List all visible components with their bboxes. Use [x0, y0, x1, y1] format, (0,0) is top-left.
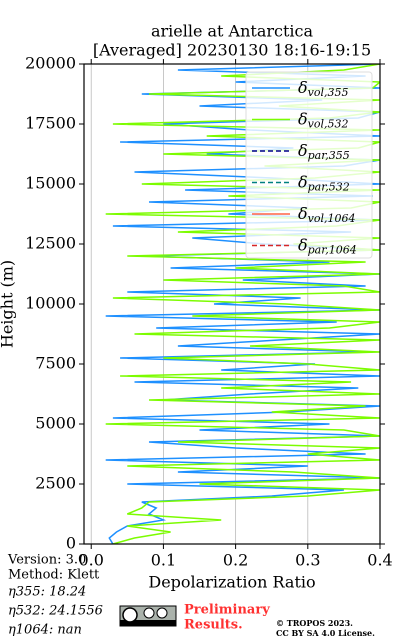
- info-text: Version: 3.0: [7, 553, 86, 568]
- y-tick-label: 2500: [35, 474, 76, 493]
- copyright: CC BY SA 4.0 License.: [276, 628, 375, 638]
- plot-frame: [83, 63, 381, 545]
- chart-title: arielle at Antarctica: [151, 22, 314, 41]
- x-tick-label: 0.3: [295, 551, 320, 570]
- info-text: η1064: nan: [8, 623, 82, 638]
- copyright: © TROPOS 2023.: [276, 618, 353, 628]
- y-axis-label: Height (m): [0, 260, 17, 348]
- notice: Preliminary: [184, 603, 270, 618]
- cc-logo: [119, 605, 177, 627]
- y-tick-label: 10000: [25, 294, 76, 313]
- y-tick-label: 17500: [25, 114, 76, 133]
- y-tick-label: 0: [66, 534, 76, 553]
- x-tick-label: 0.1: [151, 551, 176, 570]
- legend-label: δvol,1064: [298, 204, 356, 226]
- y-tick-label: 5000: [35, 414, 76, 433]
- legend-label: δvol,532: [298, 109, 349, 131]
- notice: Results.: [184, 618, 243, 633]
- info-text: η355: 18.24: [8, 585, 86, 600]
- legend-label: δvol,355: [298, 78, 349, 100]
- legend-label: δpar,355: [298, 141, 350, 163]
- legend-label: δpar,532: [298, 172, 350, 194]
- y-tick-label: 12500: [25, 234, 76, 253]
- info-text: Method: Klett: [8, 568, 100, 583]
- x-tick-label: 0.0: [78, 551, 103, 570]
- legend-box: [245, 71, 373, 259]
- chart-title: [Averaged] 20230130 18:16-19:15: [93, 41, 371, 60]
- x-tick-label: 0.4: [367, 551, 392, 570]
- x-axis-label: Depolarization Ratio: [148, 573, 315, 592]
- x-tick-label: 0.2: [223, 551, 248, 570]
- y-tick-label: 20000: [25, 54, 76, 73]
- series-line: [105, 64, 380, 544]
- legend-label: δpar,1064: [298, 235, 357, 257]
- y-tick-label: 7500: [35, 354, 76, 373]
- info-text: η532: 24.1556: [8, 604, 103, 619]
- y-tick-label: 15000: [25, 174, 76, 193]
